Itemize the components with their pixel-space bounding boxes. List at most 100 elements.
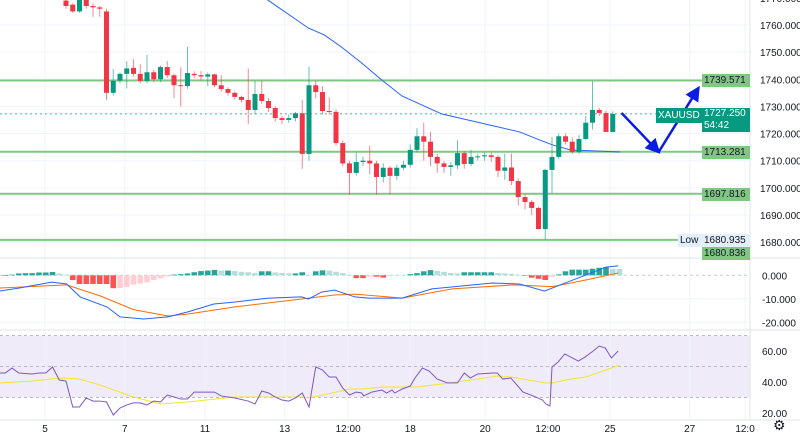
- macd-histogram-bar: [366, 275, 373, 277]
- candle-body: [542, 169, 548, 230]
- macd-histogram-bar: [380, 275, 387, 278]
- candle-body: [225, 89, 231, 93]
- price-tick-label: 1760.000: [760, 21, 800, 32]
- candle: [387, 166, 393, 195]
- candle-body: [171, 75, 177, 86]
- candle: [374, 160, 379, 195]
- macd-histogram-bar: [265, 271, 272, 276]
- candle-body: [603, 112, 609, 132]
- settings-gear-icon[interactable]: ⚙: [773, 417, 786, 433]
- candle: [198, 71, 204, 81]
- candle-body: [367, 160, 373, 164]
- price-tick-label: 1680.000: [760, 238, 800, 249]
- level-label-4: 1680.836: [702, 247, 750, 260]
- macd-histogram-bar: [434, 271, 441, 276]
- macd-histogram-bar: [326, 270, 333, 276]
- candle: [83, 0, 89, 9]
- candle: [131, 59, 136, 77]
- level-label-2: 1713.281: [702, 146, 750, 159]
- rsi-tick-label: 40.00: [762, 378, 787, 389]
- candle: [549, 136, 555, 194]
- candle: [218, 75, 224, 92]
- macd-histogram-bar: [495, 272, 501, 276]
- macd-tick-label: -10.000: [762, 295, 796, 306]
- macd-histogram-bar: [117, 275, 123, 288]
- candle: [104, 8, 109, 100]
- macd-histogram-bar: [42, 272, 49, 276]
- macd-histogram-bar: [252, 272, 258, 276]
- candle-body: [124, 68, 130, 74]
- candle-body: [421, 136, 427, 142]
- macd-histogram-bar: [29, 273, 36, 276]
- candle: [509, 153, 514, 186]
- candle: [502, 153, 508, 180]
- candle: [610, 111, 616, 133]
- macd-histogram-bar: [569, 269, 576, 276]
- macd-histogram-bar: [272, 272, 279, 276]
- candle: [212, 73, 217, 88]
- candle: [225, 87, 231, 96]
- macd-signal-line: [0, 272, 619, 317]
- candle: [542, 168, 548, 240]
- candle: [563, 133, 568, 145]
- candle-body: [239, 96, 244, 100]
- candle: [536, 206, 541, 230]
- candle: [70, 3, 76, 13]
- rsi-ma-line: [0, 364, 620, 405]
- macd-histogram-bar: [549, 275, 555, 277]
- candle: [347, 160, 352, 195]
- macd-histogram-bar: [123, 275, 130, 288]
- macd-histogram-bar: [441, 271, 447, 276]
- price-tick-label: 1750.000: [760, 48, 800, 59]
- macd-histogram-bar: [144, 275, 150, 283]
- candle-body: [110, 80, 116, 93]
- candle: [488, 152, 494, 163]
- level-label-3: 1697.816: [702, 188, 750, 201]
- symbol-label[interactable]: XAUUSD: [656, 108, 702, 123]
- macd-tick-label: 0.000: [762, 271, 787, 282]
- candle: [495, 155, 501, 177]
- x-tick-label: 7: [122, 424, 128, 435]
- macd-histogram-bar: [582, 269, 589, 276]
- candle: [266, 98, 271, 112]
- macd-histogram-bar: [454, 273, 461, 276]
- candle-body: [461, 153, 467, 164]
- macd-histogram-bar: [83, 275, 90, 284]
- candle-body: [83, 0, 89, 7]
- candle-body: [414, 136, 420, 150]
- macd-histogram-bar: [360, 275, 366, 279]
- x-tick-label: 27: [684, 424, 696, 435]
- candle-body: [610, 113, 616, 132]
- price-tick-label: 1720.000: [760, 130, 800, 141]
- candle: [448, 162, 454, 176]
- candle: [455, 140, 460, 169]
- candle: [569, 137, 575, 154]
- macd-tick-label: -20.000: [762, 318, 796, 329]
- candle: [441, 160, 447, 173]
- candle-body: [455, 153, 460, 166]
- macd-histogram-bar: [542, 275, 549, 280]
- candle-body: [137, 73, 143, 81]
- candle-body: [259, 93, 265, 101]
- candle: [137, 64, 143, 84]
- macd-histogram-bar: [427, 270, 434, 276]
- macd-histogram-bar: [130, 275, 137, 285]
- level-label-1: 1739.571: [702, 74, 750, 87]
- candle: [144, 54, 150, 84]
- candle-body: [407, 149, 413, 165]
- candle-body: [374, 163, 379, 177]
- price-tick-label: 1690.000: [760, 211, 800, 222]
- candle: [590, 81, 595, 130]
- macd-histogram-bar: [488, 272, 495, 276]
- macd-histogram-bar: [555, 274, 562, 276]
- candle-body: [529, 201, 535, 208]
- candle-body: [468, 156, 474, 164]
- candle: [158, 65, 163, 82]
- candle-body: [340, 143, 346, 164]
- candle-body: [306, 85, 312, 154]
- macd-histogram-bar: [15, 273, 22, 276]
- macd-histogram-bar: [110, 275, 117, 289]
- x-tick-label: 20: [480, 424, 492, 435]
- candle-body: [515, 181, 521, 198]
